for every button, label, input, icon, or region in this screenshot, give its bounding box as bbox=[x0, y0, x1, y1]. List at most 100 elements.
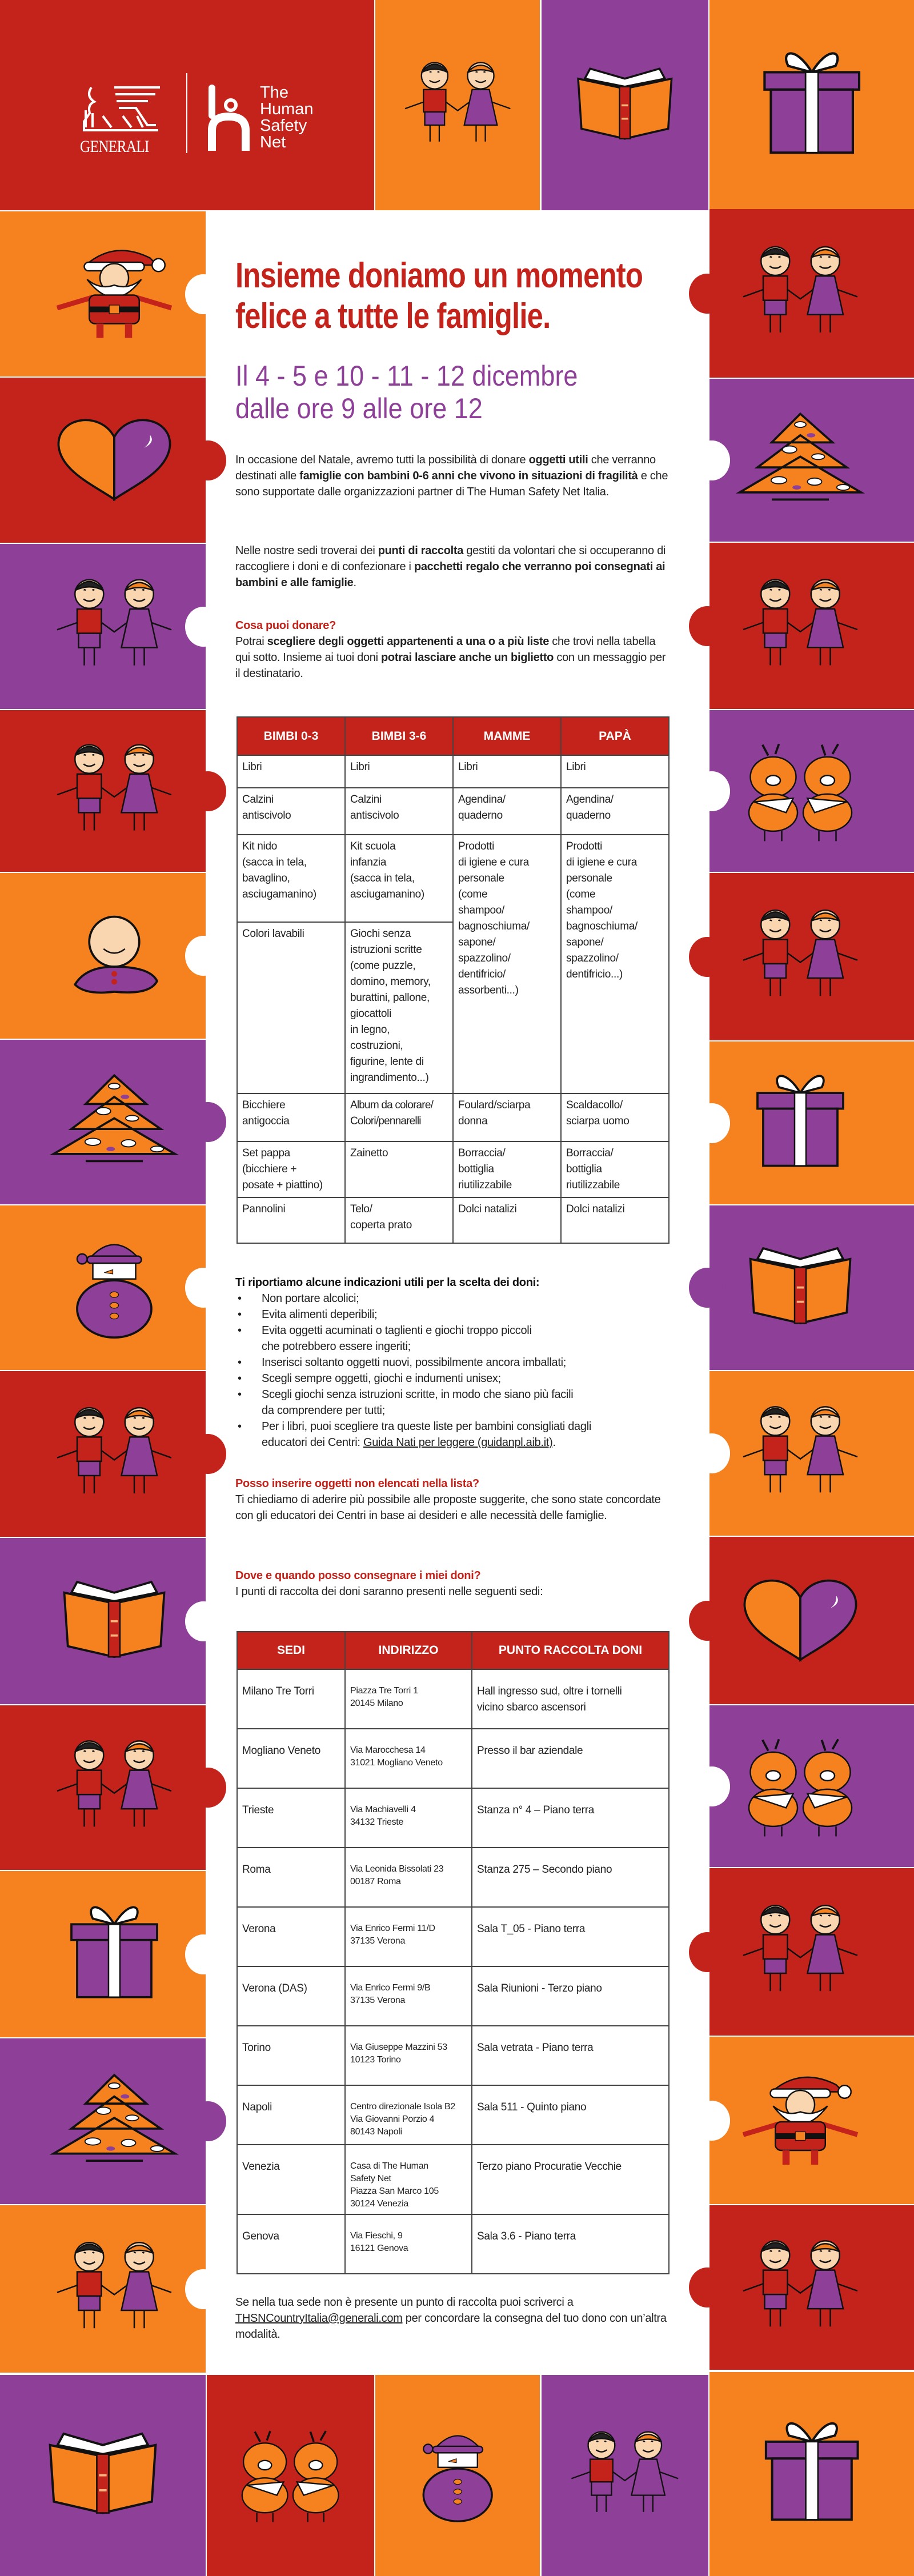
guida-npl-link[interactable]: Guida Nati per leggere (guidanpl.aib.it) bbox=[363, 1436, 553, 1449]
table-row: Mogliano Veneto Via Marocchesa 14 31021 M… bbox=[236, 1728, 670, 1789]
puzzle-knob bbox=[693, 440, 730, 480]
address-cell: Via Enrico Fermi 9/B 37135 Verona bbox=[344, 1966, 472, 2026]
table-cell: Libri bbox=[452, 755, 562, 788]
table-row: Set pappa (bicchiere + posate + piattino… bbox=[236, 1141, 670, 1198]
collection-point-cell: Stanza n° 4 – Piano terra bbox=[471, 1788, 670, 1848]
event-dates: Il 4 - 5 e 10 - 11 - 12 dicembre dalle o… bbox=[235, 360, 578, 425]
table-cell: Agendina/ quaderno bbox=[452, 787, 562, 835]
puzzle-tile-book bbox=[542, 0, 708, 210]
puzzle-tile-reindeer bbox=[693, 710, 914, 872]
kids-icon bbox=[729, 566, 872, 686]
email-link[interactable]: THSNCountryItalia@generali.com bbox=[235, 2312, 403, 2325]
puzzle-tile-baby bbox=[0, 873, 222, 1039]
table-cell: Prodotti di igiene e cura personale (com… bbox=[560, 834, 670, 1094]
table-row: Torino Via Giuseppe Mazzini 53 10123 Tori… bbox=[236, 2025, 670, 2086]
generali-logo: GENERALI bbox=[80, 82, 166, 157]
sede-cell: Verona (DAS) bbox=[236, 1966, 346, 2026]
list-item: Scegli giochi senza istruzioni scritte, … bbox=[235, 1387, 670, 1419]
collection-point-cell: Sala Riunioni - Terzo piano bbox=[471, 1966, 670, 2026]
list-item: Scegli sempre oggetti, giochi e indument… bbox=[235, 1371, 670, 1387]
page-title: Insieme doniamo un momento felice a tutt… bbox=[235, 255, 643, 336]
column-header: INDIRIZZO bbox=[344, 1631, 472, 1670]
puzzle-knob bbox=[185, 1268, 222, 1308]
kids-icon bbox=[392, 42, 523, 169]
tips-list: Non portare alcolici; Evita alimenti dep… bbox=[235, 1291, 670, 1451]
puzzle-tile-kids bbox=[542, 2375, 708, 2576]
gift-icon bbox=[730, 2413, 893, 2535]
column-header: MAMME bbox=[452, 716, 562, 756]
puzzle-tile-kids bbox=[0, 1705, 226, 1870]
list-item: Per i libri, puoi scegliere tra queste l… bbox=[235, 1419, 670, 1451]
thsn-h-icon bbox=[208, 85, 250, 151]
puzzle-knob bbox=[689, 273, 725, 314]
table-row: Pannolini Telo/ coperta prato Dolci natali… bbox=[236, 1197, 670, 1244]
kids-icon bbox=[558, 2415, 692, 2535]
table-row: Calzini antiscivolo Calzini antiscivolo Ag… bbox=[236, 787, 670, 835]
kids-icon bbox=[729, 2228, 872, 2346]
collection-point-cell: Hall ingresso sud, oltre i tornelli vici… bbox=[471, 1669, 670, 1729]
reindeer-icon bbox=[223, 2415, 357, 2535]
tree-icon bbox=[43, 2062, 186, 2181]
address-cell: Via Giuseppe Mazzini 53 10123 Torino bbox=[344, 2025, 472, 2086]
where-section: Dove e quando posso consegnare i miei do… bbox=[235, 1568, 670, 1600]
puzzle-tile-kids bbox=[689, 1868, 914, 2036]
puzzle-knob bbox=[689, 1268, 725, 1308]
baby-icon bbox=[43, 896, 186, 1016]
sede-cell: Torino bbox=[236, 2025, 346, 2086]
puzzle-tile-reindeer bbox=[207, 2375, 374, 2576]
gift-icon bbox=[729, 1064, 872, 1181]
sede-cell: Venezia bbox=[236, 2144, 346, 2215]
puzzle-tile-heart bbox=[0, 378, 226, 543]
intro-paragraph-1: In occasione del Natale, avremo tutti la… bbox=[235, 454, 668, 498]
column-header: BIMBI 0-3 bbox=[236, 716, 346, 756]
puzzle-tile-kids bbox=[689, 2205, 914, 2370]
heart-icon bbox=[729, 1560, 872, 1681]
collection-point-cell: Sala vetrata - Piano terra bbox=[471, 2025, 670, 2086]
puzzle-knob bbox=[693, 2100, 730, 2141]
puzzle-knob bbox=[689, 936, 725, 977]
puzzle-tile-santa bbox=[0, 211, 222, 376]
puzzle-tile-kids bbox=[689, 543, 914, 709]
table-row: Kit nido (sacca in tela, bavaglino, asci… bbox=[236, 834, 670, 1094]
puzzle-tile-book bbox=[689, 1205, 914, 1370]
puzzle-tile-reindeer bbox=[693, 1705, 914, 1867]
address-cell: Piazza Tre Torri 1 20145 Milano bbox=[344, 1669, 472, 1729]
collection-point-cell: Terzo piano Procuratie Vecchie bbox=[471, 2144, 670, 2215]
puzzle-tile-tree bbox=[693, 379, 914, 542]
column-header: PAPÀ bbox=[560, 716, 670, 756]
table-cell: Album da colorare/ Colori/pennarelli bbox=[344, 1093, 454, 1142]
sede-cell: Genova bbox=[236, 2214, 346, 2274]
table-cell: Colori lavabili bbox=[236, 922, 346, 1094]
tree-icon bbox=[43, 1063, 186, 1181]
puzzle-knob bbox=[693, 1433, 730, 1473]
table-cell: Telo/ coperta prato bbox=[344, 1197, 454, 1244]
table-row: Milano Tre Torri Piazza Tre Torri 1 20145… bbox=[236, 1669, 670, 1729]
hours-line: dalle ore 9 alle ore 12 bbox=[235, 392, 483, 424]
puzzle-tile-snowman bbox=[0, 1205, 222, 1370]
puzzle-knob bbox=[190, 1434, 226, 1474]
puzzle-knob bbox=[185, 274, 222, 314]
intro-paragraph-2: Nelle nostre sedi troverai dei punti di … bbox=[235, 544, 666, 589]
book-icon bbox=[43, 1561, 186, 1681]
what-heading: Cosa puoi donare? bbox=[235, 619, 336, 632]
santa-icon bbox=[729, 2060, 872, 2181]
gift-icon bbox=[43, 1894, 186, 2014]
puzzle-knob bbox=[689, 1600, 725, 1641]
puzzle-tile-gift bbox=[709, 2372, 914, 2576]
collection-point-cell: Stanza 275 – Secondo piano bbox=[471, 1847, 670, 1908]
table-cell: Agendina/ quaderno bbox=[560, 787, 670, 835]
list-item: Non portare alcolici; bbox=[235, 1291, 670, 1307]
thsn-word: Safety bbox=[260, 117, 307, 135]
address-cell: Casa di The Human Safety Net Piazza San … bbox=[344, 2144, 472, 2215]
puzzle-knob bbox=[185, 2269, 222, 2309]
book-icon bbox=[21, 2415, 185, 2535]
puzzle-tile-gift bbox=[0, 1871, 222, 2037]
puzzle-tile-kids bbox=[689, 209, 914, 378]
kids-icon bbox=[729, 896, 872, 1017]
table-cell: Borraccia/ bottiglia riutilizzabile bbox=[452, 1141, 562, 1198]
logo-divider bbox=[186, 73, 187, 153]
column-header: BIMBI 3-6 bbox=[344, 716, 454, 756]
table-row: Napoli Centro direzionale Isola B2 Via Gi… bbox=[236, 2085, 670, 2145]
puzzle-knob bbox=[689, 1932, 725, 1972]
thsn-word: The bbox=[260, 83, 288, 102]
